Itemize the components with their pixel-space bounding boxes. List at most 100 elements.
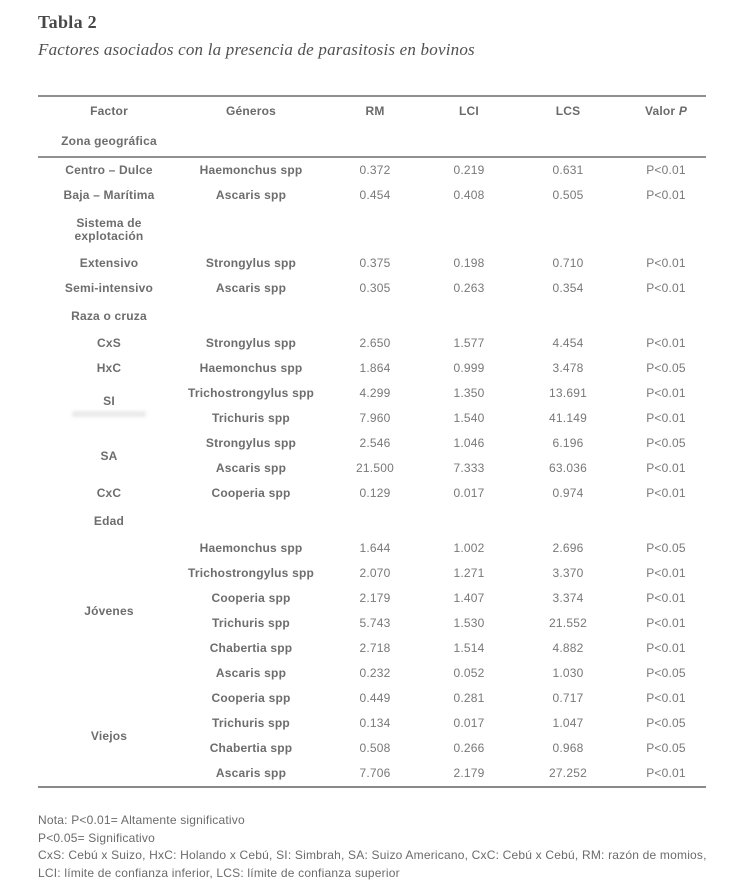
lci-cell: 0.052 [453,666,485,680]
column-header: Valor P [644,104,688,118]
lcs-cell: 0.505 [552,188,584,202]
genus-cell: Trichuris spp [212,716,290,730]
lci-cell: 7.333 [453,461,485,475]
lci-cell: 0.408 [453,188,485,202]
table-header-row: Factor Géneros RM LCI LCS Valor P [38,96,706,126]
rm-cell: 7.960 [359,411,391,425]
table-body: Zona geográfica Centro – Dulce Haemonchus … [38,126,706,787]
pvalue-cell: P<0.01 [646,411,686,425]
section-row: Sistema de explotación [38,208,706,251]
genus-cell: Chabertia spp [209,641,293,655]
lci-cell: 2.179 [453,766,485,780]
table-row: Cooperia spp 2.179 1.407 3.374 P<0.01 [38,586,706,611]
section-spacer [180,506,706,536]
pvalue-cell: P<0.01 [646,386,686,400]
genus-cell: Strongylus spp [205,256,297,270]
section-label: Zona geográfica [38,126,180,158]
lci-cell: 0.266 [453,741,485,755]
section-row: Raza o cruza [38,301,706,331]
factor-cell: Baja – Marítima [63,188,155,202]
lcs-cell: 41.149 [549,411,587,425]
factor-cell: CxS [97,336,121,350]
genus-cell: Ascaris spp [215,766,287,780]
lcs-cell: 1.047 [552,716,584,730]
lci-cell: 1.540 [453,411,485,425]
lcs-cell: 1.030 [552,666,584,680]
rm-cell: 2.070 [359,566,391,580]
lci-cell: 1.350 [453,386,485,400]
genus-cell: Chabertia spp [209,741,293,755]
lcs-cell: 0.710 [552,256,584,270]
lci-cell: 0.219 [453,163,485,177]
rm-cell: 1.644 [359,541,391,555]
pvalue-cell: P<0.01 [646,616,686,630]
data-table: Factor Géneros RM LCI LCS Valor P Zona geográ… [38,95,706,788]
rm-cell: 4.299 [359,386,391,400]
table-row: Ascaris spp 0.232 0.052 1.030 P<0.05 [38,661,706,686]
rm-cell: 1.864 [359,361,391,375]
section-spacer [180,126,706,158]
genus-cell: Cooperia spp [211,691,291,705]
pvalue-cell: P<0.01 [646,641,686,655]
column-header: Géneros [225,104,277,118]
lcs-cell: 27.252 [549,766,587,780]
section-spacer [180,208,706,251]
rm-cell: 0.372 [359,163,391,177]
section-label: Edad [93,513,125,528]
table-row: Trichuris spp 5.743 1.530 21.552 P<0.01 [38,611,706,636]
section-row: Zona geográfica [38,126,706,158]
table-row: SI Trichostrongylus spp 4.299 1.350 13.691 P<… [38,381,706,417]
lcs-cell: 3.374 [552,591,584,605]
table-row: Trichuris spp 0.134 0.017 1.047 P<0.05 [38,711,706,736]
lcs-cell: 4.454 [552,336,584,350]
rm-cell: 2.650 [359,336,391,350]
lci-cell: 0.263 [453,281,485,295]
lcs-cell: 0.717 [552,691,584,705]
pvalue-cell: P<0.01 [646,163,686,177]
lci-cell: 1.002 [453,541,485,555]
table-row: Ascaris spp 21.500 7.333 63.036 P<0.01 [38,456,706,481]
rm-cell: 7.706 [359,766,391,780]
erased-text-artifact [72,411,146,417]
pvalue-cell: P<0.01 [646,591,686,605]
genus-cell: Ascaris spp [215,188,287,202]
genus-cell: Trichuris spp [212,616,290,630]
rm-cell: 0.449 [359,691,391,705]
factor-cell: Centro – Dulce [65,163,153,177]
lci-cell: 0.198 [453,256,485,270]
lcs-cell: 0.354 [552,281,584,295]
lcs-cell: 21.552 [549,616,587,630]
lcs-cell: 6.196 [552,436,584,450]
lcs-cell: 3.370 [552,566,584,580]
factor-cell: CxC [96,486,122,500]
pvalue-cell: P<0.01 [646,188,686,202]
lci-cell: 1.407 [453,591,485,605]
factor-cell: Jóvenes [84,603,134,618]
genus-cell: Strongylus spp [205,336,297,350]
column-header: Factor [90,104,128,118]
rm-cell: 0.134 [359,716,391,730]
pvalue-cell: P<0.01 [646,691,686,705]
genus-cell: Haemonchus spp [199,361,303,375]
table-row: CxS Strongylus spp 2.650 1.577 4.454 P<0.01 [38,331,706,356]
rm-cell: 2.546 [359,436,391,450]
genus-cell: Ascaris spp [215,461,287,475]
pvalue-cell: P<0.01 [646,336,686,350]
table-row: HxC Haemonchus spp 1.864 0.999 3.478 P<0.05 [38,356,706,381]
rm-cell: 5.743 [359,616,391,630]
factor-cell: SI [38,381,180,431]
section-label: Raza o cruza [71,308,147,323]
table-row: Jóvenes Haemonchus spp 1.644 1.002 2.696 P<0.… [38,536,706,618]
note-line: P<0.05= Significativo [38,830,155,845]
rm-cell: 0.454 [359,188,391,202]
table-row: CxC Cooperia spp 0.129 0.017 0.974 P<0.01 [38,481,706,506]
lcs-cell: 13.691 [549,386,587,400]
table-subtitle: Factores asociados con la presencia de p… [38,40,475,59]
pvalue-cell: P<0.01 [646,486,686,500]
table-title: Tabla 2 [38,12,97,32]
table-row: Trichostrongylus spp 2.070 1.271 3.370 P<0.0… [38,561,706,586]
italic-p-label: P [678,104,688,118]
column-header: LCI [459,104,479,118]
table-row: SA Strongylus spp 2.546 1.046 6.196 P<0.05 [38,431,706,463]
